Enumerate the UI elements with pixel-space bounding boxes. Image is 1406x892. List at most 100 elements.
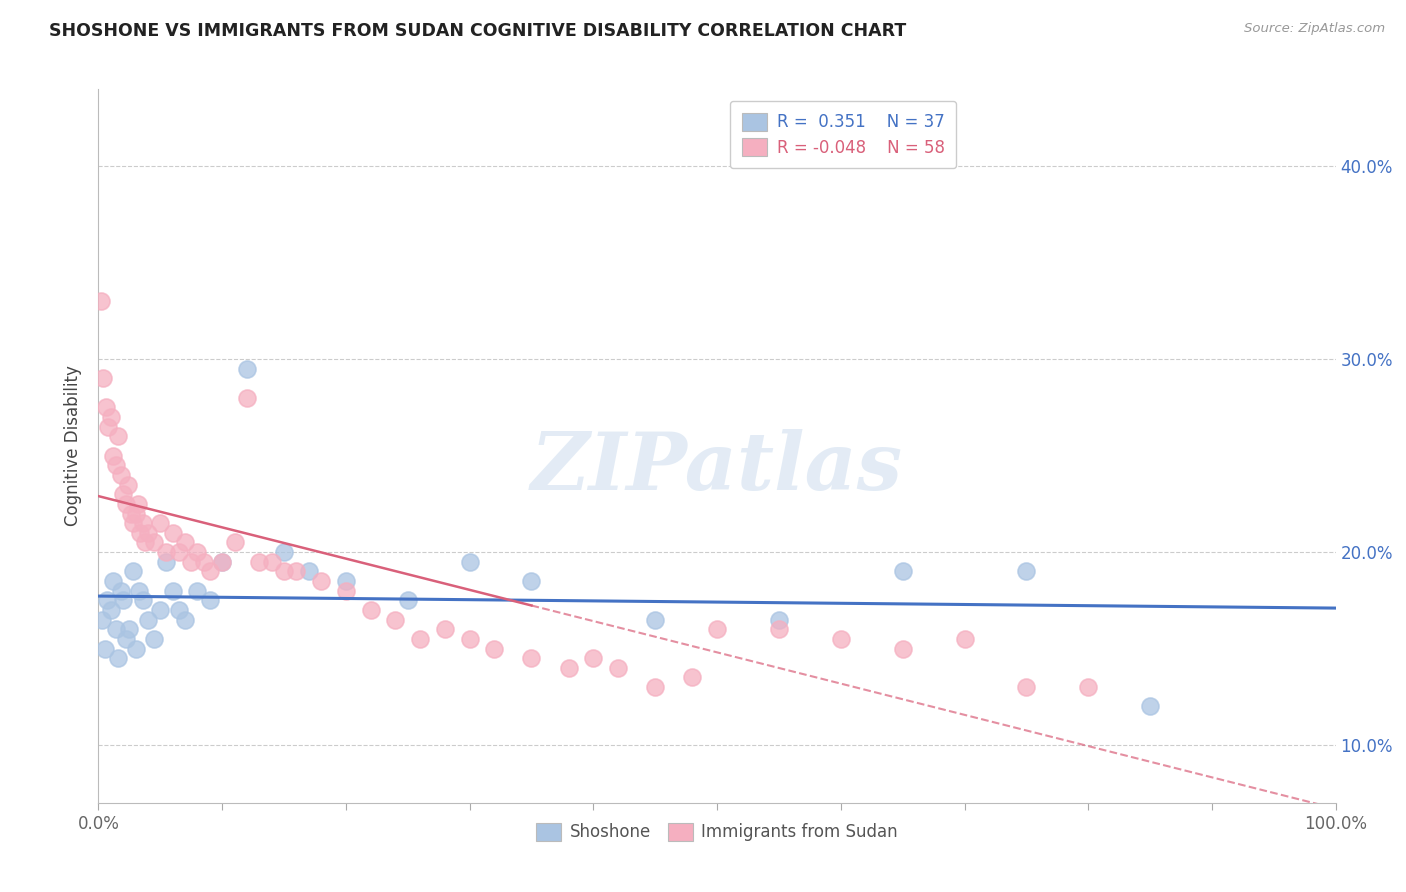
Point [132,516,155,530]
Point [155,555,177,569]
Point [458,632,481,646]
Point [1015,565,1038,579]
Point [224,535,246,549]
Point [122,565,145,579]
Point [520,574,543,588]
Text: ZIPatlas: ZIPatlas [531,429,903,506]
Point [104,458,127,473]
Point [124,507,146,521]
Point [433,622,456,636]
Legend: Shoshone, Immigrants from Sudan: Shoshone, Immigrants from Sudan [530,816,904,848]
Point [136,525,159,540]
Point [162,583,184,598]
Point [114,497,136,511]
Point [1015,680,1038,694]
Point [136,613,159,627]
Point [236,391,259,405]
Point [607,661,630,675]
Point [335,574,357,588]
Point [247,555,270,569]
Point [149,603,172,617]
Point [273,545,295,559]
Point [143,632,166,646]
Point [285,565,308,579]
Point [174,535,197,549]
Point [768,613,790,627]
Point [107,429,129,443]
Point [143,535,166,549]
Point [180,555,202,569]
Point [384,613,406,627]
Point [103,574,125,588]
Point [134,535,156,549]
Point [582,651,605,665]
Point [167,603,190,617]
Point [129,525,152,540]
Point [891,641,914,656]
Point [211,555,233,569]
Point [520,651,543,665]
Point [273,565,295,579]
Point [768,622,790,636]
Point [1139,699,1161,714]
Point [236,362,259,376]
Point [149,516,172,530]
Point [122,516,145,530]
Point [132,593,155,607]
Point [186,545,208,559]
Point [186,583,208,598]
Y-axis label: Cognitive Disability: Cognitive Disability [65,366,83,526]
Point [681,670,703,684]
Point [953,632,976,646]
Point [167,545,190,559]
Point [557,661,579,675]
Point [100,410,122,425]
Point [120,507,142,521]
Point [124,641,146,656]
Point [107,651,129,665]
Point [93,641,115,656]
Point [100,603,122,617]
Point [90,294,112,309]
Point [458,555,481,569]
Point [94,401,117,415]
Point [830,632,852,646]
Point [93,371,115,385]
Text: SHOSHONE VS IMMIGRANTS FROM SUDAN COGNITIVE DISABILITY CORRELATION CHART: SHOSHONE VS IMMIGRANTS FROM SUDAN COGNIT… [49,22,907,40]
Point [211,555,233,569]
Point [309,574,332,588]
Point [110,467,132,482]
Point [114,632,136,646]
Point [260,555,283,569]
Point [484,641,506,656]
Point [396,593,419,607]
Point [110,583,132,598]
Point [104,622,127,636]
Point [409,632,432,646]
Point [891,565,914,579]
Point [112,487,135,501]
Point [96,593,118,607]
Point [193,555,215,569]
Point [117,477,139,491]
Point [644,680,666,694]
Point [298,565,321,579]
Point [91,613,114,627]
Point [335,583,357,598]
Point [198,565,221,579]
Point [706,622,728,636]
Point [360,603,382,617]
Point [112,593,135,607]
Point [103,449,125,463]
Point [162,525,184,540]
Point [174,613,197,627]
Point [97,419,120,434]
Point [128,583,150,598]
Point [1077,680,1099,694]
Point [127,497,149,511]
Point [118,622,141,636]
Text: Source: ZipAtlas.com: Source: ZipAtlas.com [1244,22,1385,36]
Point [644,613,666,627]
Point [198,593,221,607]
Point [155,545,177,559]
